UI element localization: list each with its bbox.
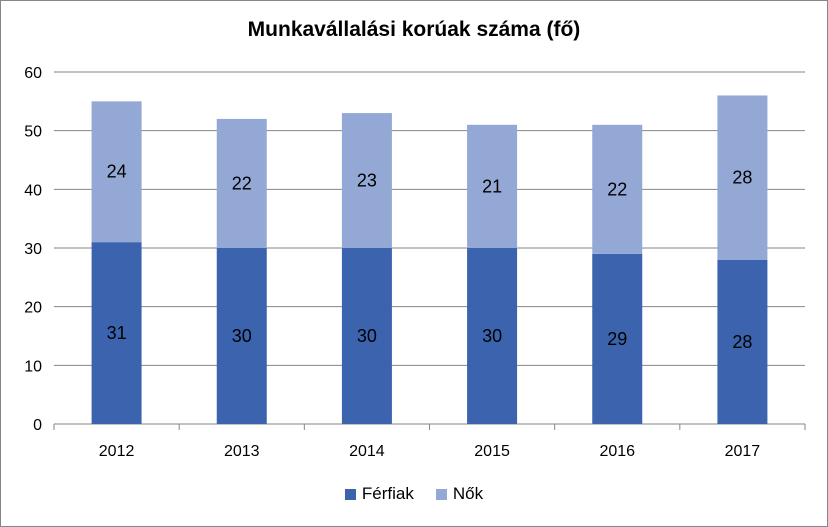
data-label-nk-2016: 22 [607,179,627,199]
legend-label-ferfiak: Férfiak [361,484,414,503]
legend-swatch-ferfiak [344,488,356,500]
bar-frfiak-2016 [592,253,643,424]
x-tick-label-2013: 2013 [224,443,260,460]
bar-nk-2015 [467,124,518,248]
y-tick-label-20: 20 [24,300,42,317]
y-tick-label-10: 10 [24,358,42,375]
bar-frfiak-2015 [467,248,518,424]
data-label-nk-2012: 24 [107,162,127,182]
bar-frfiak-2013 [216,248,267,424]
y-tick-label-60: 60 [24,65,42,82]
bar-frfiak-2017 [717,259,768,424]
x-tick-label-2017: 2017 [725,443,761,460]
bar-nk-2012 [91,101,142,243]
legend-item-nok: Nők [435,484,484,504]
data-label-nk-2017: 28 [732,168,752,188]
chart-title: Munkavállalási korúak száma (fő) [247,18,581,41]
legend-label-nok: Nők [452,484,484,503]
bar-nk-2017 [717,95,768,260]
x-tick-label-2014: 2014 [349,443,385,460]
y-tick-label-30: 30 [24,241,42,258]
data-label-frfiak-2013: 30 [232,326,252,346]
x-tick-label-2016: 2016 [599,443,635,460]
bar-nk-2014 [341,113,392,248]
bar-nk-2016 [592,124,643,254]
chart-legend: Férfiak Nők [0,484,828,504]
data-label-frfiak-2015: 30 [482,326,502,346]
bar-nk-2013 [216,118,267,248]
y-tick-label-40: 40 [24,182,42,199]
data-label-frfiak-2012: 31 [107,323,127,343]
data-label-frfiak-2014: 30 [357,326,377,346]
y-tick-label-50: 50 [24,124,42,141]
y-tick-label-0: 0 [33,417,42,434]
data-label-frfiak-2017: 28 [732,332,752,352]
bar-frfiak-2014 [341,248,392,424]
legend-item-ferfiak: Férfiak [344,484,414,504]
data-label-nk-2014: 23 [357,171,377,191]
x-tick-label-2012: 2012 [99,443,135,460]
data-label-nk-2015: 21 [482,176,502,196]
bar-frfiak-2012 [91,242,142,424]
x-tick-label-2015: 2015 [474,443,510,460]
data-label-nk-2013: 22 [232,173,252,193]
data-label-frfiak-2016: 29 [607,329,627,349]
legend-swatch-nok [435,488,447,500]
